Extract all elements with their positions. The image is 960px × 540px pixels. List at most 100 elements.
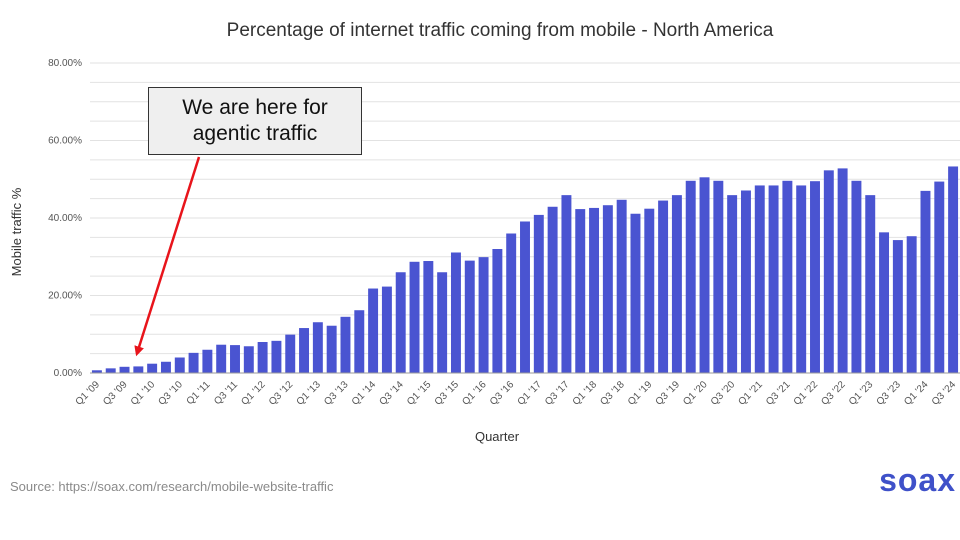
y-tick-label: 20.00% — [48, 291, 82, 302]
x-tick-label: Q3 '20 — [709, 379, 738, 408]
x-tick-label: Q1 '11 — [185, 379, 213, 407]
x-tick-label: Q3 '18 — [598, 379, 627, 408]
bar — [892, 240, 903, 373]
bar — [464, 260, 475, 373]
bar — [299, 328, 310, 373]
x-tick-label: Q3 '16 — [488, 379, 517, 408]
bar — [506, 233, 517, 373]
bar — [147, 363, 158, 373]
bar — [312, 322, 323, 373]
bar — [602, 205, 613, 373]
bar — [285, 334, 296, 373]
x-tick-label: Q3 '17 — [543, 379, 572, 408]
source-citation: Source: https://soax.com/research/mobile… — [10, 479, 334, 494]
bar — [230, 345, 240, 373]
bar — [437, 272, 448, 373]
x-tick-label: Q3 '19 — [654, 379, 683, 408]
bar — [133, 366, 144, 373]
x-tick-label: Q3 '15 — [433, 379, 462, 408]
x-tick-label: Q3 '13 — [322, 379, 351, 408]
x-tick-label: Q1 '23 — [847, 379, 876, 408]
y-tick-label: 80.00% — [48, 58, 82, 69]
bar — [395, 272, 406, 373]
bar — [796, 185, 807, 373]
x-tick-label: Q3 '09 — [101, 379, 130, 408]
bar — [754, 185, 765, 373]
bar — [478, 257, 489, 373]
bar — [934, 181, 945, 373]
bar — [727, 195, 738, 373]
x-tick-label: Q1 '13 — [295, 379, 324, 408]
x-tick-label: Q3 '22 — [819, 379, 848, 408]
bar — [948, 166, 959, 373]
y-axis-ticks: 0.00% 20.00% 40.00% 60.00% 80.00% — [48, 58, 82, 379]
x-tick-label: Q1 '24 — [902, 379, 931, 408]
x-tick-label: Q1 '12 — [239, 379, 268, 408]
bar — [879, 232, 890, 373]
bar — [381, 286, 392, 373]
x-tick-label: Q3 '10 — [156, 379, 185, 408]
bar — [450, 252, 461, 373]
bar — [699, 177, 710, 373]
bar — [768, 185, 779, 373]
x-tick-label: Q3 '14 — [377, 379, 406, 408]
bar — [561, 195, 572, 373]
bar — [547, 206, 558, 373]
bar — [492, 249, 503, 373]
bar — [105, 368, 116, 373]
y-tick-label: 40.00% — [48, 213, 82, 224]
bar — [326, 325, 337, 373]
chart-title: Percentage of internet traffic coming fr… — [227, 20, 774, 41]
bar — [851, 180, 862, 373]
y-axis-title: Mobile traffic % — [9, 187, 24, 276]
bar — [823, 170, 834, 373]
x-tick-label: Q1 '14 — [350, 379, 379, 408]
x-tick-label: Q1 '20 — [681, 379, 710, 408]
x-tick-label: Q1 '17 — [516, 379, 545, 408]
bar — [409, 261, 420, 373]
bar — [644, 208, 655, 373]
bar — [423, 261, 434, 373]
x-tick-label: Q1 '21 — [736, 379, 765, 408]
bar — [188, 352, 199, 373]
x-tick-label: Q3 '21 — [764, 379, 793, 408]
bar — [810, 181, 820, 373]
bar — [533, 214, 544, 373]
x-tick-label: Q3 '11 — [212, 379, 240, 407]
bars — [91, 166, 959, 373]
bar — [837, 168, 848, 373]
bar — [368, 288, 379, 373]
bar — [906, 236, 917, 373]
bar — [630, 213, 641, 373]
x-tick-label: Q1 '15 — [405, 379, 434, 408]
bar — [920, 190, 931, 373]
bar — [589, 207, 600, 373]
x-axis-title: Quarter — [475, 429, 520, 444]
callout-box: We are here for agentic traffic — [148, 87, 362, 155]
x-tick-label: Q3 '24 — [930, 379, 959, 408]
bar — [685, 180, 696, 373]
bar — [865, 195, 876, 373]
bar — [160, 361, 171, 373]
x-tick-label: Q1 '19 — [626, 379, 655, 408]
bar — [340, 316, 351, 373]
bar — [740, 190, 751, 373]
bar — [243, 346, 254, 373]
bar — [671, 195, 682, 373]
y-tick-label: 60.00% — [48, 136, 82, 147]
bar — [713, 180, 724, 373]
bar — [616, 199, 627, 373]
bar — [658, 200, 669, 373]
bar — [174, 357, 185, 373]
bar — [520, 221, 530, 373]
x-tick-label: Q1 '09 — [74, 379, 103, 408]
soax-logo: soax — [879, 462, 956, 498]
x-tick-label: Q1 '22 — [792, 379, 821, 408]
x-tick-label: Q3 '12 — [267, 379, 296, 408]
callout-arrow — [134, 156, 201, 357]
x-tick-label: Q1 '10 — [129, 379, 158, 408]
bar — [782, 180, 793, 373]
bar — [119, 366, 130, 373]
bar — [575, 209, 586, 373]
